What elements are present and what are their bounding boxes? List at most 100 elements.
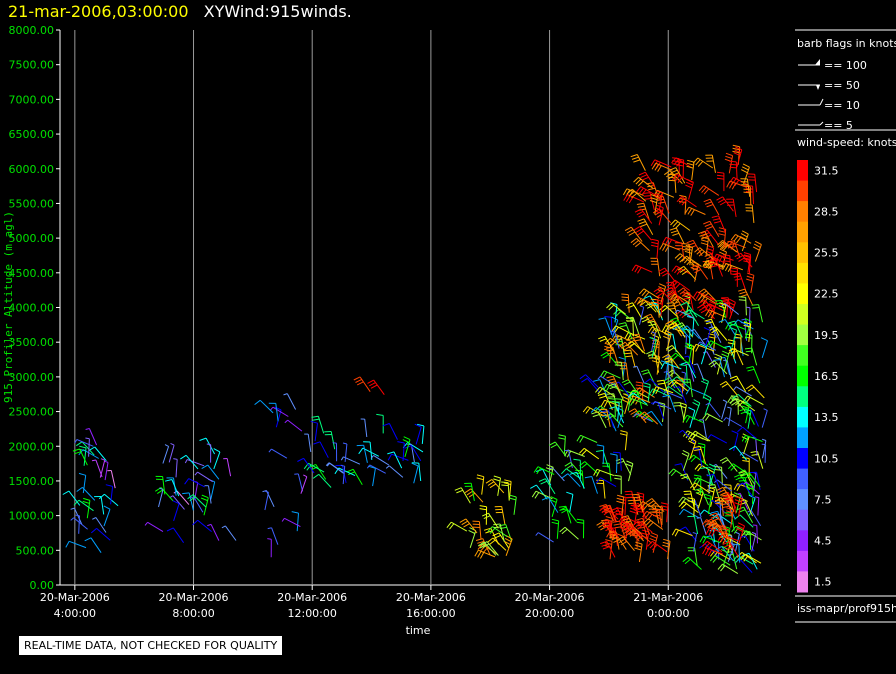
wind-barb-flag <box>660 269 667 275</box>
wind-barb-flag <box>628 389 634 397</box>
wind-barb-flag <box>623 346 630 352</box>
wind-barb-flag <box>679 289 686 295</box>
wind-barb-flag <box>650 244 659 248</box>
wind-barb-flag <box>723 484 732 486</box>
wind-barb-shaft <box>82 449 99 459</box>
wind-barb-flag <box>192 519 199 526</box>
wind-barb-shaft <box>287 419 303 432</box>
wind-barb-shaft <box>682 453 690 471</box>
wind-barb-flag <box>734 474 741 478</box>
wind-barb-flag <box>597 392 605 396</box>
wind-barb-flag <box>501 481 509 484</box>
wind-barb-flag <box>692 291 698 298</box>
wind-barb-flag <box>707 549 713 557</box>
wind-barb-flag <box>695 292 701 300</box>
wind-barb-flag <box>221 525 226 529</box>
wind-barb-flag <box>718 318 726 323</box>
wind-barb-flag <box>718 198 725 204</box>
wind-barb-shaft <box>735 445 747 461</box>
wind-barb-flag <box>693 477 701 480</box>
wind-barb-shaft <box>685 526 697 542</box>
wind-barb-flag <box>493 475 501 479</box>
wind-barb-flag <box>719 457 727 462</box>
wind-barb-flag <box>682 249 690 251</box>
wind-barb-flag <box>91 459 97 462</box>
wind-barb-flag <box>735 146 743 151</box>
wind-barb-flag <box>741 230 749 235</box>
wind-barb-shaft <box>373 379 385 395</box>
wind-barb-shaft <box>745 297 747 316</box>
wind-barb-flag <box>603 524 611 529</box>
wind-barb-flag <box>634 297 639 304</box>
wind-barb-shaft <box>407 441 424 453</box>
wind-barb-shaft <box>536 484 548 500</box>
wind-barb-shaft <box>610 413 624 428</box>
wind-barb-flag <box>712 518 720 522</box>
wind-barb-flag <box>676 160 682 167</box>
wind-barb-shaft <box>617 402 620 421</box>
wind-barb-shaft <box>499 523 505 542</box>
y-tick-label: 3500.00 <box>9 336 55 349</box>
wind-barb-flag <box>707 244 714 249</box>
wind-barb-flag <box>641 290 647 297</box>
wind-barb-shaft <box>369 441 373 460</box>
speed-legend-swatch <box>797 242 808 264</box>
wind-barb-flag <box>685 181 693 186</box>
speed-legend-swatch <box>797 468 808 490</box>
wind-barb-shaft <box>318 473 332 488</box>
wind-barb-shaft <box>618 381 630 397</box>
wind-barb-shaft <box>649 295 660 312</box>
wind-barb-flag <box>625 317 633 319</box>
wind-barb-shaft <box>703 288 718 303</box>
wind-barb-flag <box>631 502 639 507</box>
wind-barb-flag <box>668 293 676 299</box>
wind-barb-flag <box>602 546 610 550</box>
wind-barb-shaft <box>96 528 111 541</box>
wind-barb-flag <box>666 291 673 297</box>
wind-barb-shaft <box>567 473 581 488</box>
wind-barb-flag <box>70 507 75 510</box>
wind-barb-flag <box>667 173 675 176</box>
wind-barb-shaft <box>188 492 194 511</box>
wind-barb-flag <box>697 160 704 167</box>
wind-barb-shaft <box>668 395 677 413</box>
wind-barb-shaft <box>724 319 736 335</box>
wind-barb-shaft <box>721 497 724 516</box>
wind-barb-flag <box>366 464 371 469</box>
legend-panel: barb flags in knots == 100 == 50 == 10 == 5… <box>795 29 896 623</box>
wind-barb-flag <box>644 313 651 318</box>
wind-barb-flag <box>655 289 662 295</box>
wind-barb-flag <box>658 283 666 287</box>
wind-barb-flag <box>706 226 713 230</box>
wind-barb-flag <box>72 448 80 452</box>
wind-barb-shaft <box>710 434 728 444</box>
wind-barb-flag <box>714 300 722 302</box>
wind-barb-flag <box>714 469 722 471</box>
wind-barb-shaft <box>642 518 651 535</box>
wind-barb-shaft <box>567 449 585 457</box>
wind-barb-shaft <box>686 325 700 340</box>
wind-barb-flag <box>686 162 694 166</box>
wind-barb-flag <box>743 530 751 533</box>
wind-barb-shaft <box>657 401 665 420</box>
wind-barb-flag <box>649 511 657 513</box>
wind-barb-flag <box>100 458 105 461</box>
wind-barb-shaft <box>683 508 700 519</box>
wind-barb-flag <box>706 247 714 252</box>
wind-barb-flag <box>283 393 288 396</box>
wind-barb-flag <box>618 322 626 325</box>
wind-barb-shaft <box>619 452 622 471</box>
wind-barb-shaft <box>691 162 695 181</box>
wind-barb-flag <box>635 228 643 233</box>
wind-barb-flag <box>743 260 751 263</box>
wind-barb-shaft <box>372 468 376 487</box>
wind-barb-shaft <box>597 411 607 429</box>
wind-barb-shaft <box>88 438 90 457</box>
wind-barb-flag <box>638 288 645 295</box>
wind-barb-flag <box>681 503 687 509</box>
wind-barb-flag <box>651 238 659 242</box>
wind-barb-flag <box>348 471 355 476</box>
wind-barb-flag <box>734 336 742 339</box>
wind-barb-flag <box>561 528 568 535</box>
wind-barb-flag <box>668 174 675 180</box>
